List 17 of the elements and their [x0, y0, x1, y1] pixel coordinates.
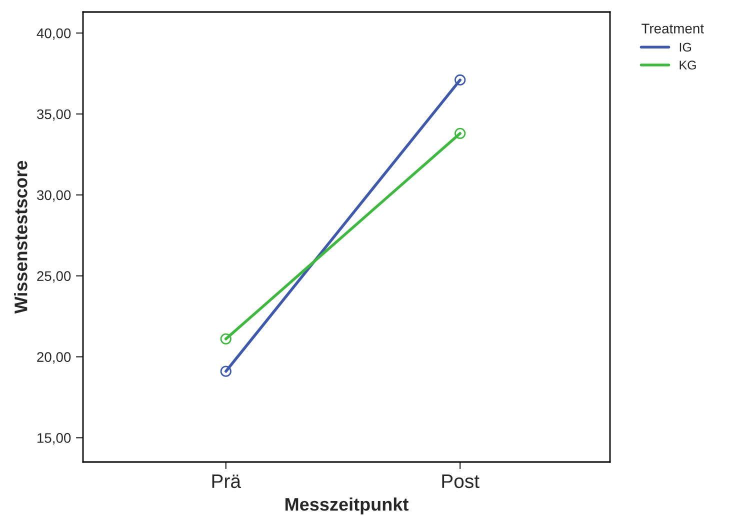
point [454, 128, 466, 139]
y-tick-label: 20,00 [37, 352, 71, 364]
y-tick-label: 30,00 [36, 190, 71, 202]
legend-label: KG [680, 60, 696, 70]
y-tick-label: 15,00 [38, 433, 71, 445]
point [454, 74, 466, 86]
y-tick-label: 40,00 [36, 28, 71, 40]
x-tick-label: Post [442, 474, 480, 488]
legend-title: Treatment [642, 24, 704, 34]
x-tick-label: Prä [212, 474, 242, 488]
point [220, 366, 232, 377]
point [220, 333, 232, 345]
legend-label: IG [680, 42, 692, 52]
y-axis-title: Wissenstestscore [14, 160, 28, 314]
y-tick-label: 25,00 [37, 271, 71, 283]
x-axis-title: Messzeitpunkt [286, 497, 408, 514]
y-tick-label: 35,00 [36, 109, 71, 121]
